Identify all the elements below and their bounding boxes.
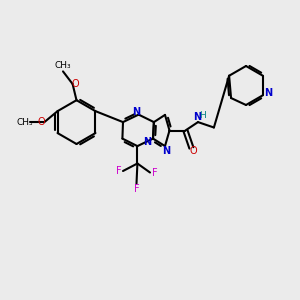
Text: N: N (193, 112, 201, 122)
Text: F: F (116, 166, 121, 176)
Text: O: O (72, 79, 80, 89)
Text: F: F (152, 167, 157, 178)
Text: F: F (134, 184, 139, 194)
Text: H: H (199, 111, 206, 120)
Text: CH₃: CH₃ (16, 118, 33, 127)
Text: O: O (38, 117, 45, 127)
Text: N: N (162, 146, 171, 156)
Text: CH₃: CH₃ (55, 61, 71, 70)
Text: N: N (264, 88, 272, 98)
Text: N: N (132, 107, 140, 117)
Text: O: O (190, 146, 198, 156)
Text: N: N (143, 136, 151, 147)
